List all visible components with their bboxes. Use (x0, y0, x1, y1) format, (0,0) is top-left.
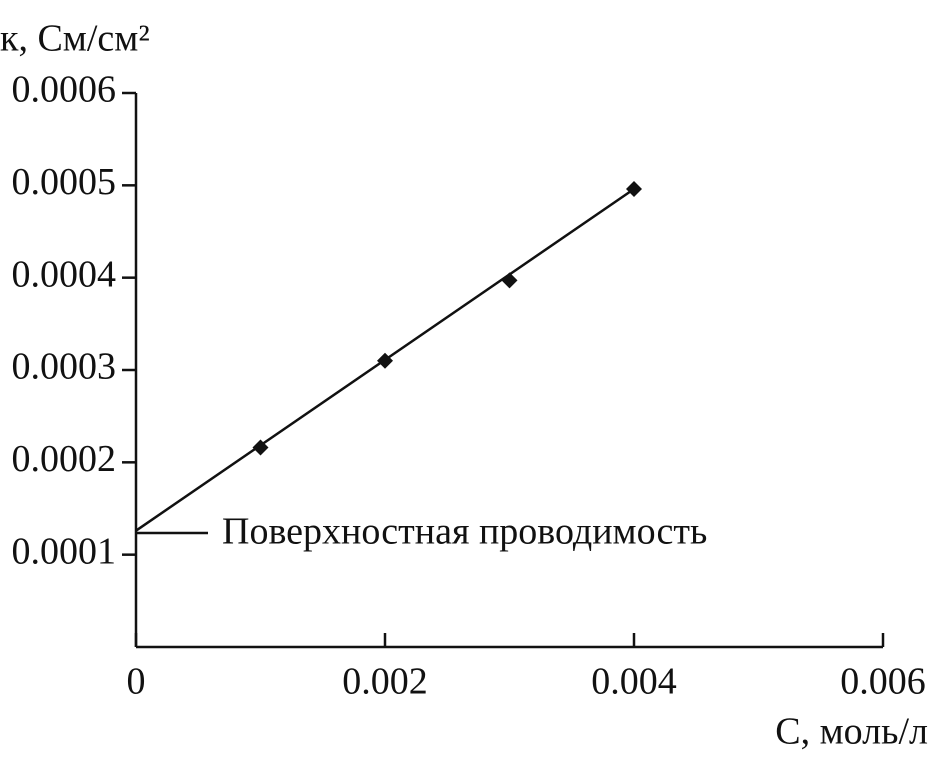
y-tick-label: 0.0001 (12, 530, 117, 572)
point (626, 181, 642, 198)
point (501, 272, 518, 289)
x-tick-label: 0.004 (591, 661, 677, 703)
y-tick-label: 0.0005 (12, 161, 117, 203)
y-axis-label: к, См/см² (0, 18, 150, 60)
x-tick-label: 0.006 (840, 661, 926, 703)
point (252, 439, 269, 456)
x-axis-label: C, моль/л (775, 711, 928, 753)
y-tick-label: 0.0003 (12, 346, 117, 388)
y-tick-label: 0.0002 (12, 438, 117, 480)
y-tick-label: 0.0006 (12, 69, 117, 111)
annotation: Поверхностная проводимость (222, 511, 707, 553)
x-tick-label: 0 (127, 661, 146, 703)
y-tick-label: 0.0004 (12, 253, 117, 295)
point (377, 352, 393, 369)
x-tick-label: 0.002 (342, 661, 428, 703)
